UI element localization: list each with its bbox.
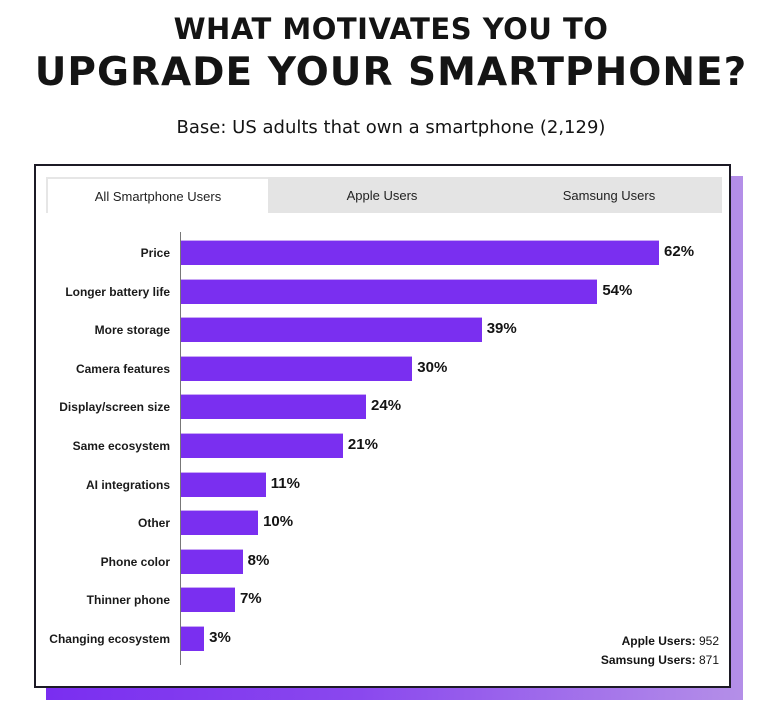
value-label: 24% (371, 397, 402, 415)
bar (181, 471, 266, 497)
chart-title-line1: WHAT MOTIVATES YOU TO (173, 12, 609, 46)
tab-bar: All Smartphone Users Apple Users Samsung… (46, 177, 722, 213)
bar (181, 587, 235, 613)
bar-row: Changing ecosystem 3% (36, 626, 726, 652)
sample-size-legend: Apple Users: 952 Samsung Users: 871 (601, 632, 719, 670)
category-label: Thinner phone (86, 593, 170, 608)
bar-row: Display/screen size 24% (36, 394, 726, 420)
bar-row: Thinner phone 7% (36, 587, 726, 613)
bar-row: Other 10% (36, 510, 726, 536)
bar (181, 548, 243, 574)
bar (181, 510, 259, 536)
value-label: 3% (209, 629, 231, 646)
value-label: 7% (239, 590, 262, 608)
legend-apple: Apple Users: 952 (621, 634, 719, 648)
y-axis-line (180, 232, 181, 665)
value-label: 8% (247, 551, 270, 569)
category-label: Changing ecosystem (49, 632, 170, 646)
bar (181, 433, 343, 458)
tab-all-smartphone-users[interactable]: All Smartphone Users (46, 177, 268, 213)
value-label: 21% (347, 436, 378, 453)
category-label: Price (140, 246, 170, 260)
value-label: 62% (664, 243, 695, 260)
bar (181, 626, 205, 651)
bar-row: Same ecosystem 21% (36, 433, 726, 459)
bar-row: Price 62% (36, 240, 726, 266)
bar (181, 278, 598, 304)
tab-apple-users[interactable]: Apple Users (346, 187, 418, 203)
value-label: 54% (602, 281, 633, 299)
legend-samsung: Samsung Users: 871 (600, 653, 719, 667)
bar (181, 240, 660, 265)
category-label: Phone color (100, 554, 170, 569)
category-label: More storage (94, 323, 170, 338)
bar-row: Phone color 8% (36, 548, 726, 575)
bar-row: AI integrations 11% (36, 471, 726, 498)
chart-subtitle: Base: US adults that own a smartphone (2… (176, 117, 606, 138)
bar-row: Camera features 30% (36, 355, 726, 382)
value-label: 39% (486, 320, 517, 338)
category-label: Camera features (75, 361, 170, 376)
category-label: AI integrations (85, 477, 170, 492)
value-label: 11% (270, 474, 300, 492)
chart-title-line2: UPGRADE YOUR SMARTPHONE? (34, 50, 748, 95)
value-label: 10% (263, 513, 294, 531)
category-label: Display/screen size (59, 400, 170, 415)
tab-samsung-users[interactable]: Samsung Users (562, 187, 656, 203)
category-label: Longer battery life (65, 284, 170, 299)
bar (181, 394, 367, 420)
category-label: Same ecosystem (72, 439, 170, 453)
chart-card: All Smartphone Users Apple Users Samsung… (34, 164, 731, 688)
bar-row: More storage 39% (36, 317, 726, 343)
bar (181, 317, 482, 343)
category-label: Other (137, 516, 170, 531)
bar (181, 355, 413, 381)
value-label: 30% (417, 358, 448, 376)
bar-row: Longer battery life 54% (36, 278, 726, 305)
